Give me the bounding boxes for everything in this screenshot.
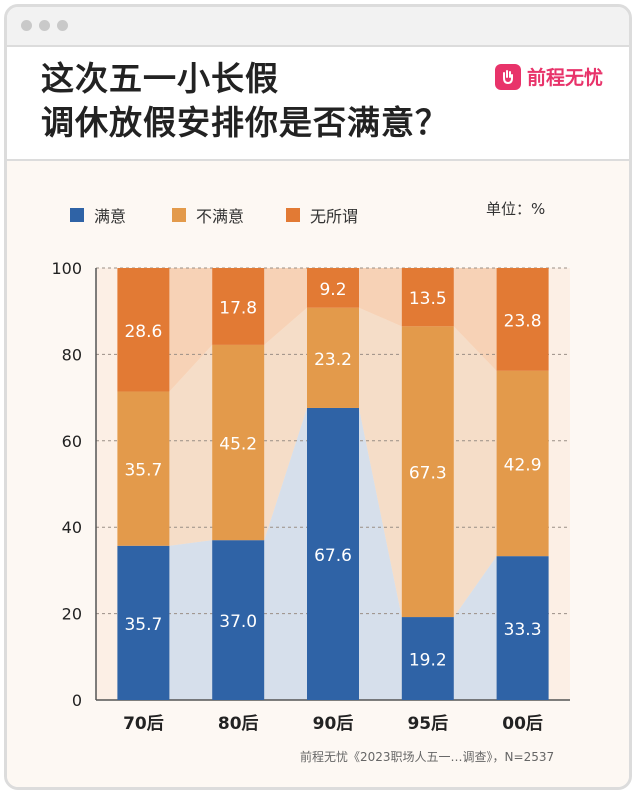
data-label: 42.9 [504,455,542,475]
legend-swatch [286,208,300,222]
data-label: 19.2 [409,651,447,671]
legend-label: 无所谓 [310,207,359,226]
data-label: 9.2 [319,280,346,300]
page-title: 这次五一小长假 调休放假安排你是否满意？ [41,57,449,145]
data-label: 37.0 [219,612,257,632]
brand-name: 前程无忧 [526,67,603,89]
bar-segment [401,326,454,618]
close-window-button[interactable] [21,20,32,31]
window-titlebar [7,7,629,47]
brand-logo: 前程无忧 [494,63,603,90]
y-tick-label: 80 [62,345,82,364]
bar-segment [496,370,549,557]
bar-segment [307,268,359,308]
bar-segment [212,344,265,541]
data-label: 45.2 [219,435,257,455]
x-tick-label: 90后 [313,714,354,734]
data-label: 35.7 [124,615,162,635]
data-label: 67.3 [409,464,447,484]
legend-label: 不满意 [196,207,245,226]
source-note: 前程无忧《2023职场人五一…调查》，N=2537 [300,750,555,764]
series-connector [169,268,213,392]
legend-item: 不满意 [172,203,244,227]
series-connector [453,556,497,700]
hand-icon [494,63,521,90]
series-connector [264,407,307,700]
legend-label: 满意 [94,207,127,226]
legend-item: 满意 [70,203,126,227]
x-tick-label: 70后 [123,714,164,734]
data-label: 35.7 [124,461,162,481]
bar-segment [496,268,549,371]
bar-segment [212,268,265,345]
bar-segment [401,268,454,327]
unit-label: 单位：% [486,200,546,218]
series-connector [359,307,402,618]
legend-swatch [70,208,84,222]
y-tick-label: 0 [72,691,82,710]
x-tick-label: 95后 [407,714,448,734]
bar-segment [117,268,170,392]
bar-segment [496,556,549,700]
bar-segment [212,540,265,700]
y-tick-label: 100 [51,259,82,278]
minimize-window-button[interactable] [39,20,50,31]
bar-segment [117,545,170,700]
legend-item: 无所谓 [286,203,358,227]
x-tick-label: 00后 [502,714,543,734]
series-connector [169,540,213,700]
title-line-1: 这次五一小长假 [41,59,279,98]
series-connector [359,268,402,327]
data-label: 67.6 [314,546,352,566]
bar-segment [117,391,170,546]
data-label: 23.8 [504,311,542,331]
y-tick-label: 60 [62,432,82,451]
bar-segment [307,407,359,700]
bar-segment [307,307,359,408]
data-label: 13.5 [409,289,447,309]
series-connector [359,407,402,700]
bar-segment [401,617,454,700]
maximize-window-button[interactable] [57,20,68,31]
y-tick-label: 40 [62,518,82,537]
y-tick-label: 20 [62,605,82,624]
header: 这次五一小长假 调休放假安排你是否满意？ 前程无忧 [7,47,629,161]
data-label: 17.8 [219,298,257,318]
series-connector [264,307,307,541]
data-label: 28.6 [124,322,162,342]
series-connector [453,268,497,371]
series-connector [453,326,497,618]
legend-swatch [172,208,186,222]
series-connector [169,344,213,546]
series-connector [264,268,307,345]
data-label: 33.3 [504,620,542,640]
title-line-2: 调休放假安排你是否满意？ [41,103,449,142]
data-label: 23.2 [314,350,352,370]
x-tick-label: 80后 [218,714,259,734]
